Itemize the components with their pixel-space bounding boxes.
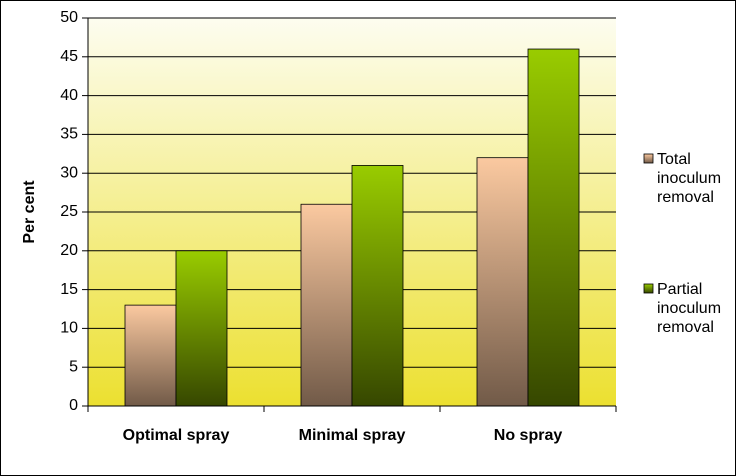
y-tick-label: 40 (60, 87, 78, 104)
x-tick-label: No spray (494, 427, 563, 444)
y-tick-label: 0 (69, 397, 78, 414)
bar (351, 165, 404, 407)
legend-swatch (643, 283, 654, 294)
bar (175, 250, 228, 407)
y-tick-label: 15 (60, 281, 78, 298)
bar (124, 304, 177, 407)
y-tick-label: 20 (60, 242, 78, 259)
y-tick-label: 10 (60, 320, 78, 337)
legend-label: Total inoculum removal (657, 151, 722, 206)
bar (476, 157, 529, 407)
y-tick-label: 35 (60, 126, 78, 143)
x-tick-label: Optimal spray (123, 427, 230, 444)
x-tick-label: Minimal spray (299, 427, 406, 444)
y-tick-label: 50 (60, 9, 78, 26)
bar (300, 203, 353, 407)
legend-label: Partial inoculum removal (657, 281, 722, 336)
bar (527, 48, 580, 407)
y-axis-label: Per cent (21, 180, 38, 244)
y-tick-label: 5 (69, 358, 78, 375)
y-tick-label: 25 (60, 203, 78, 220)
y-tick-label: 45 (60, 48, 78, 65)
y-tick-label: 30 (60, 164, 78, 181)
legend-swatch (643, 153, 654, 164)
